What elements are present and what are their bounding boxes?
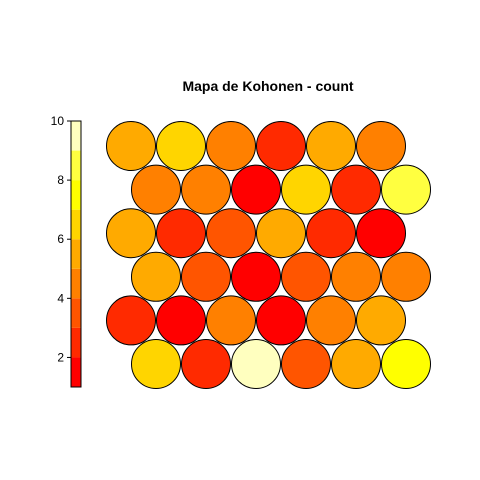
som-cell (206, 295, 256, 346)
som-cell (381, 251, 431, 302)
som-cell (106, 121, 156, 171)
som-cell (181, 251, 231, 302)
legend-swatch (71, 209, 81, 240)
som-cell (356, 208, 406, 259)
legend-swatch (71, 268, 81, 299)
som-cell (231, 339, 281, 389)
som-cell (231, 251, 281, 302)
legend-tick-label: 8 (57, 173, 64, 187)
som-cell (181, 164, 231, 215)
som-cell (106, 295, 156, 346)
som-cell (306, 295, 356, 346)
legend-swatch (71, 150, 81, 181)
som-cell (256, 208, 306, 259)
som-cell (156, 208, 206, 259)
legend-tick-label: 4 (57, 291, 64, 305)
som-cell (331, 339, 381, 389)
som-cell (206, 121, 256, 171)
som-cell (356, 121, 406, 171)
legend-tick-label: 2 (57, 350, 64, 364)
som-cell (256, 121, 306, 171)
som-cell (281, 339, 331, 389)
som-cell (381, 339, 431, 389)
som-cell (131, 251, 181, 302)
som-cell (106, 208, 156, 259)
som-cell (131, 164, 181, 215)
legend-tick-label: 10 (51, 114, 65, 128)
som-cell (131, 339, 181, 389)
som-cell (381, 164, 431, 215)
legend-swatch (71, 121, 81, 151)
som-cell (331, 164, 381, 215)
legend-frame (70, 120, 82, 388)
som-cell (156, 121, 206, 171)
som-cell (306, 208, 356, 259)
som-cell (331, 251, 381, 302)
legend-swatch (71, 239, 81, 269)
chart-title: Mapa de Kohonen - count (182, 78, 353, 94)
legend-swatch (71, 298, 81, 328)
som-cell (356, 295, 406, 346)
som-cell (206, 208, 256, 259)
som-cell (306, 121, 356, 171)
som-cell (156, 295, 206, 346)
color-legend: 2 4 6 8 10 (51, 114, 82, 388)
som-cell (181, 339, 231, 389)
legend-swatch (71, 327, 81, 358)
legend-swatch (71, 357, 81, 387)
som-cell (281, 164, 331, 215)
som-cells (106, 121, 431, 389)
legend-swatch (71, 180, 81, 210)
som-cell (256, 295, 306, 346)
som-cell (281, 251, 331, 302)
legend-tick-label: 6 (57, 232, 64, 246)
som-cell (231, 164, 281, 215)
